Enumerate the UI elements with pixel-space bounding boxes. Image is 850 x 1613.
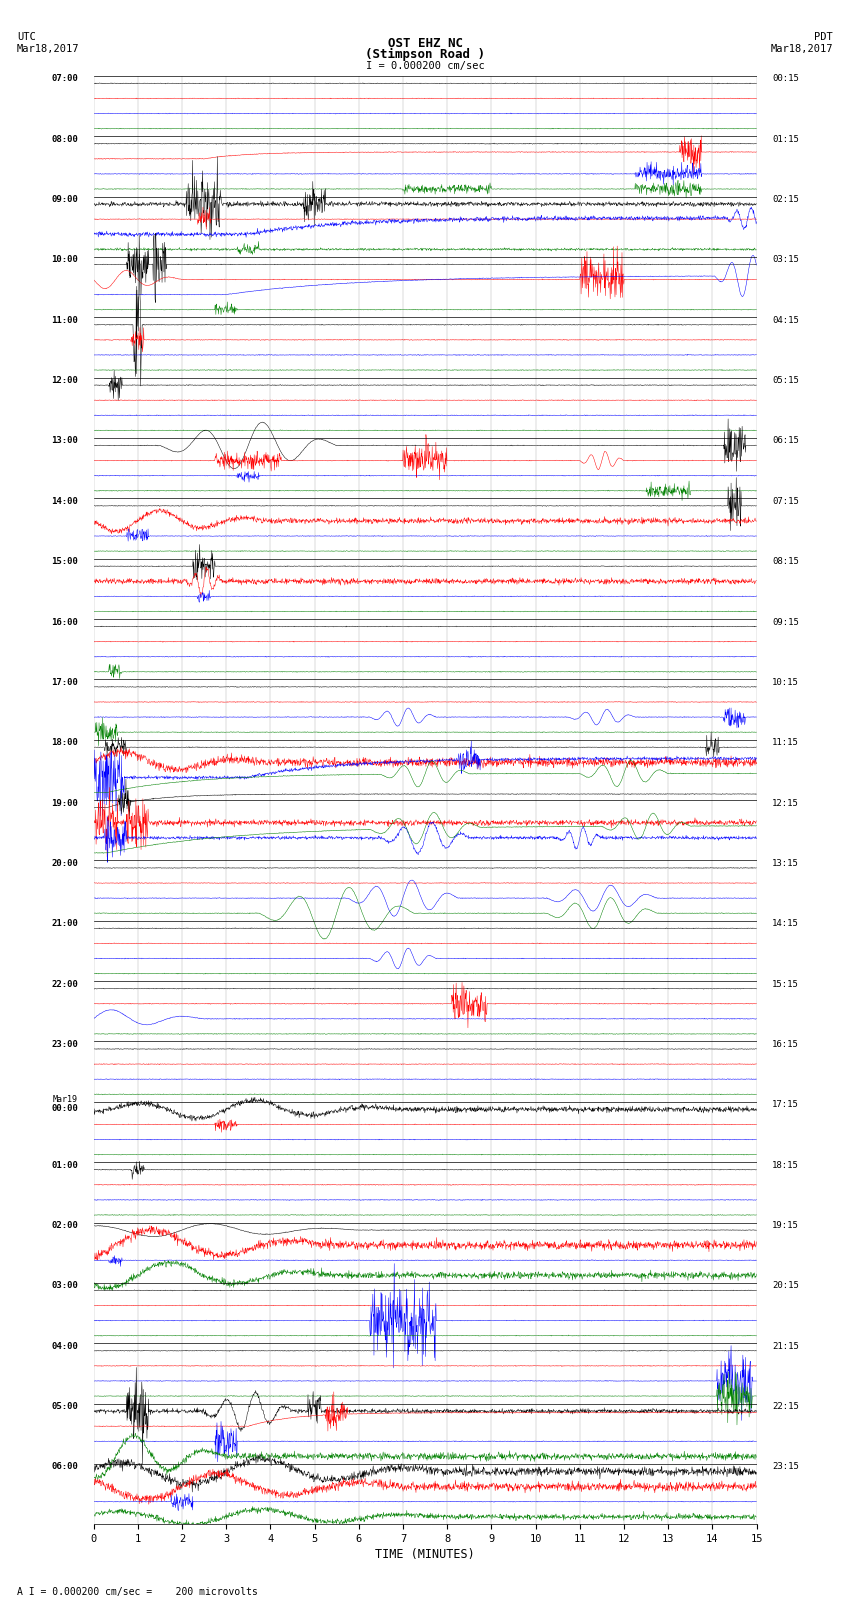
Text: PDT: PDT <box>814 32 833 42</box>
Text: 23:00: 23:00 <box>51 1040 78 1048</box>
Text: 01:15: 01:15 <box>772 134 799 144</box>
Text: 10:15: 10:15 <box>772 677 799 687</box>
Text: 18:00: 18:00 <box>51 739 78 747</box>
Text: 16:15: 16:15 <box>772 1040 799 1048</box>
Text: A I = 0.000200 cm/sec =    200 microvolts: A I = 0.000200 cm/sec = 200 microvolts <box>17 1587 258 1597</box>
Text: 18:15: 18:15 <box>772 1161 799 1169</box>
Text: 13:15: 13:15 <box>772 858 799 868</box>
Text: 20:00: 20:00 <box>51 858 78 868</box>
Text: Mar18,2017: Mar18,2017 <box>17 44 80 53</box>
Text: 15:00: 15:00 <box>51 556 78 566</box>
Text: 19:15: 19:15 <box>772 1221 799 1231</box>
Text: 00:15: 00:15 <box>772 74 799 84</box>
X-axis label: TIME (MINUTES): TIME (MINUTES) <box>375 1548 475 1561</box>
Text: OST EHZ NC: OST EHZ NC <box>388 37 462 50</box>
Text: 23:15: 23:15 <box>772 1463 799 1471</box>
Text: 12:15: 12:15 <box>772 798 799 808</box>
Text: 07:00: 07:00 <box>51 74 78 84</box>
Text: 10:00: 10:00 <box>51 255 78 265</box>
Text: 16:00: 16:00 <box>51 618 78 626</box>
Text: 02:00: 02:00 <box>51 1221 78 1231</box>
Text: 12:00: 12:00 <box>51 376 78 386</box>
Text: 09:00: 09:00 <box>51 195 78 203</box>
Text: 00:00: 00:00 <box>51 1105 78 1113</box>
Text: 02:15: 02:15 <box>772 195 799 203</box>
Text: UTC: UTC <box>17 32 36 42</box>
Text: 06:15: 06:15 <box>772 437 799 445</box>
Text: 11:15: 11:15 <box>772 739 799 747</box>
Text: 03:15: 03:15 <box>772 255 799 265</box>
Text: 14:00: 14:00 <box>51 497 78 506</box>
Text: I = 0.000200 cm/sec: I = 0.000200 cm/sec <box>366 61 484 71</box>
Text: 17:00: 17:00 <box>51 677 78 687</box>
Text: 19:00: 19:00 <box>51 798 78 808</box>
Text: 08:15: 08:15 <box>772 556 799 566</box>
Text: 09:15: 09:15 <box>772 618 799 626</box>
Text: 15:15: 15:15 <box>772 979 799 989</box>
Text: 14:15: 14:15 <box>772 919 799 927</box>
Text: 13:00: 13:00 <box>51 437 78 445</box>
Text: 03:00: 03:00 <box>51 1281 78 1290</box>
Text: 20:15: 20:15 <box>772 1281 799 1290</box>
Text: 22:00: 22:00 <box>51 979 78 989</box>
Text: 05:00: 05:00 <box>51 1402 78 1411</box>
Text: (Stimpson Road ): (Stimpson Road ) <box>365 48 485 61</box>
Text: 05:15: 05:15 <box>772 376 799 386</box>
Text: 22:15: 22:15 <box>772 1402 799 1411</box>
Text: 06:00: 06:00 <box>51 1463 78 1471</box>
Text: 21:00: 21:00 <box>51 919 78 927</box>
Text: Mar19: Mar19 <box>53 1095 78 1103</box>
Text: 07:15: 07:15 <box>772 497 799 506</box>
Text: 11:00: 11:00 <box>51 316 78 324</box>
Text: Mar18,2017: Mar18,2017 <box>770 44 833 53</box>
Text: 17:15: 17:15 <box>772 1100 799 1110</box>
Text: 04:00: 04:00 <box>51 1342 78 1350</box>
Text: 01:00: 01:00 <box>51 1161 78 1169</box>
Text: 21:15: 21:15 <box>772 1342 799 1350</box>
Text: 04:15: 04:15 <box>772 316 799 324</box>
Text: 08:00: 08:00 <box>51 134 78 144</box>
